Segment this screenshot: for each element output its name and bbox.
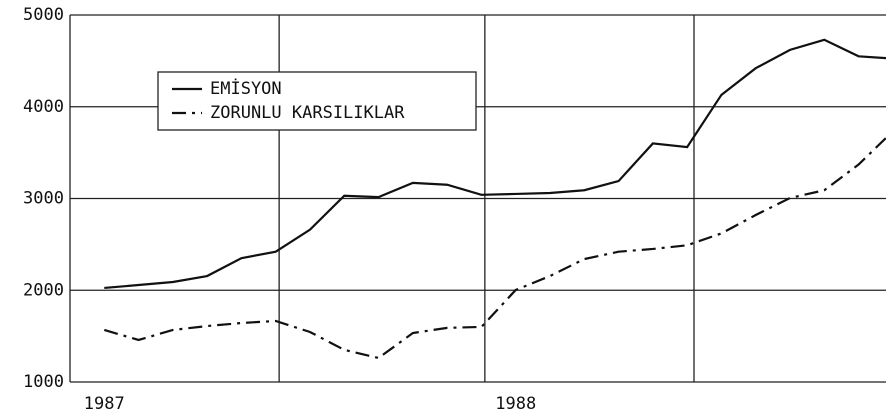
y-tick-label: 4000 (23, 97, 64, 117)
legend-box (157, 71, 477, 131)
x-tick-label: 1987 (84, 394, 125, 414)
legend-label: ZORUNLU KARSILIKLAR (210, 103, 405, 123)
x-tick-label: 1988 (495, 394, 536, 414)
y-tick-label: 1000 (23, 372, 64, 392)
y-tick-label: 5000 (23, 5, 64, 25)
series-line (104, 38, 886, 290)
y-tick-label: 2000 (23, 280, 64, 300)
series-line (103, 137, 886, 360)
legend-label: EMİSYON (210, 78, 282, 99)
y-tick-label: 3000 (23, 189, 64, 209)
